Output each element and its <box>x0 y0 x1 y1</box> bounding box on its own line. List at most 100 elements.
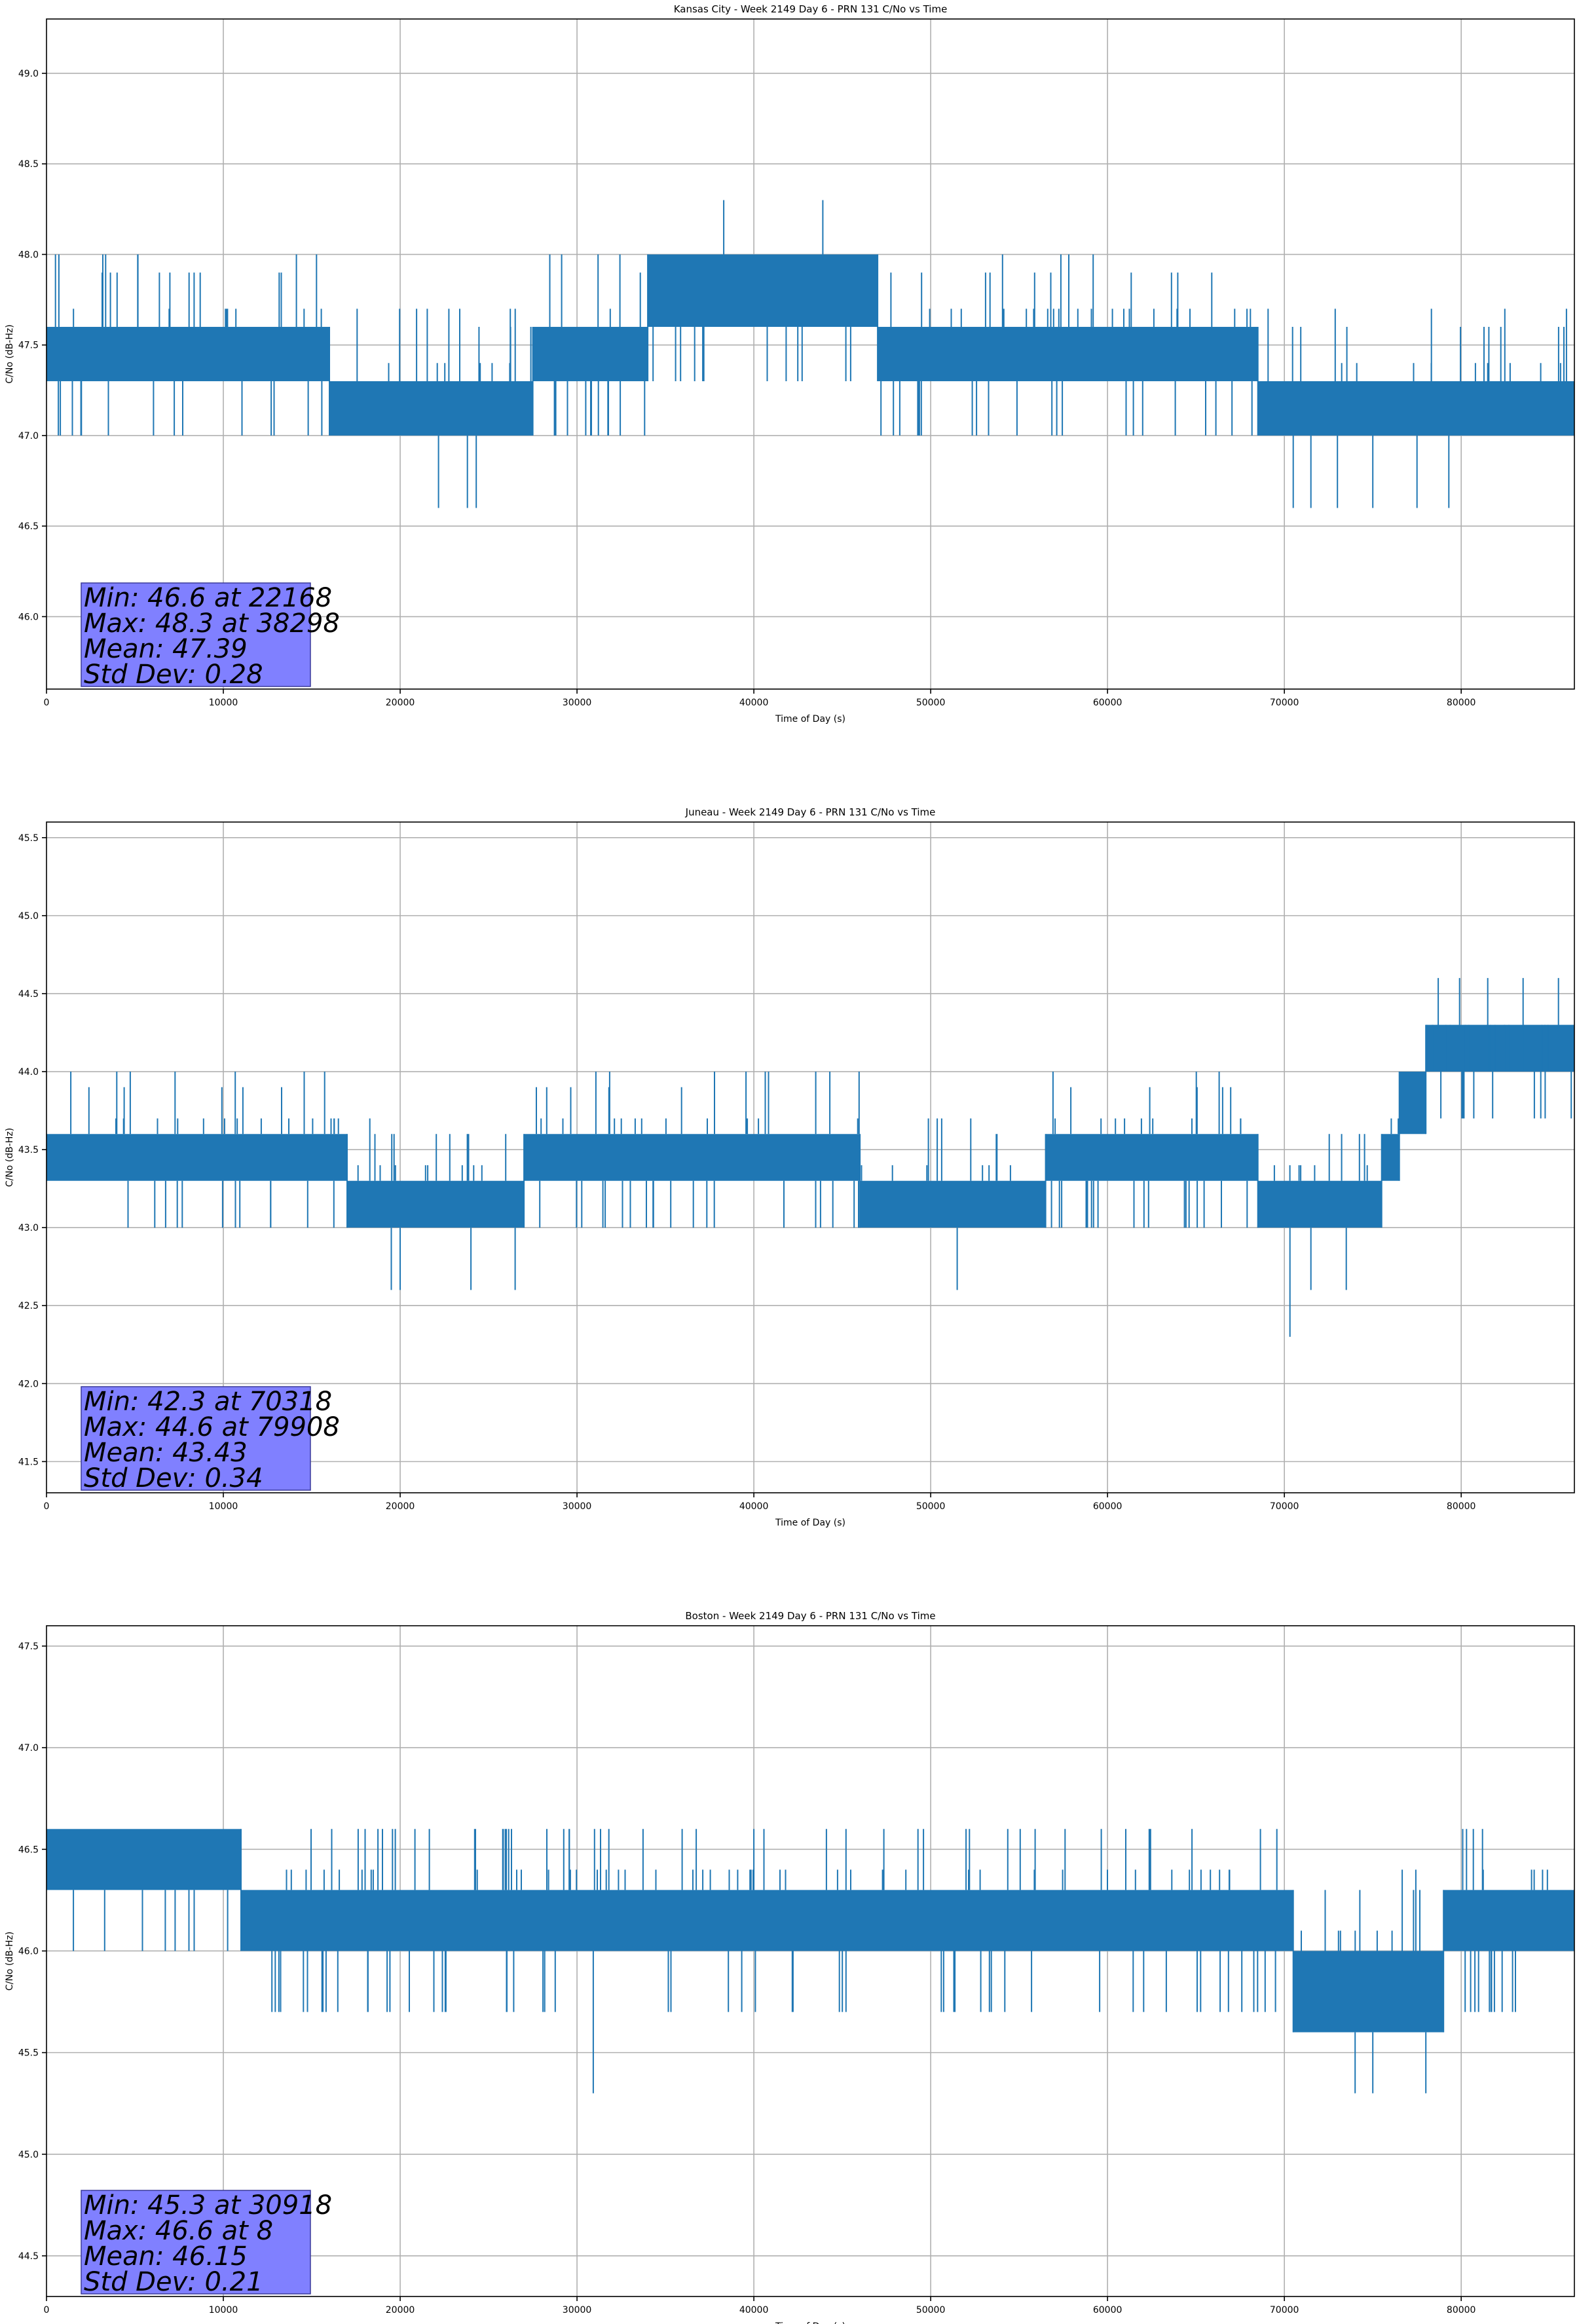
y-tick-label: 42.0 <box>18 1379 39 1389</box>
y-tick-label: 44.0 <box>18 1067 39 1078</box>
chart-panel-2: 0 10000 20000 30000 40000 50000 60000 70000 8000… <box>5 806 1575 1528</box>
series-band <box>46 1134 348 1181</box>
y-tick-label: 43.0 <box>18 1223 39 1233</box>
stats-std: Std Dev: 0.28 <box>84 660 263 690</box>
stats-std: Std Dev: 0.21 <box>84 2267 263 2297</box>
x-tick-label: 0 <box>44 1501 50 1512</box>
series-band <box>46 1829 242 1890</box>
x-tick-label: 30000 <box>563 1501 592 1512</box>
x-tick-label: 60000 <box>1093 2305 1122 2315</box>
stats-mean: Mean: 43.43 <box>84 1438 248 1468</box>
y-tick-label: 48.0 <box>18 250 39 260</box>
series-band <box>648 254 878 328</box>
y-tick-label: 41.5 <box>18 1457 39 1467</box>
y-axis-label: C/No (dB-Hz) <box>5 1932 15 1991</box>
y-tick-label: 43.5 <box>18 1145 39 1155</box>
x-axis-label: Time of Day (s) <box>775 1518 845 1528</box>
y-tick-label: 47.0 <box>18 1743 39 1753</box>
y-tick-label: 42.5 <box>18 1301 39 1311</box>
chart-panel-1: 0 10000 20000 30000 40000 50000 60000 70000 8000… <box>5 3 1575 724</box>
y-tick-label: 45.0 <box>18 2150 39 2160</box>
stats-min: Min: 46.6 at 22168 <box>84 583 332 613</box>
chart-title: Boston - Week 2149 Day 6 - PRN 131 C/No … <box>685 1610 935 1622</box>
y-tick-label: 44.5 <box>18 2251 39 2262</box>
series-band <box>329 381 533 436</box>
x-tick-label: 50000 <box>916 1501 946 1512</box>
x-tick-label: 30000 <box>563 698 592 708</box>
y-tick-label: 47.5 <box>18 341 39 351</box>
stats-max: Max: 48.3 at 38298 <box>84 609 340 639</box>
chart-title: Juneau - Week 2149 Day 6 - PRN 131 C/No … <box>685 806 936 818</box>
y-tick-label: 46.0 <box>18 1946 39 1957</box>
y-tick-label: 47.5 <box>18 1641 39 1652</box>
plot-frame <box>46 821 1575 1493</box>
x-tick-label: 40000 <box>739 698 769 708</box>
y-tick-label: 46.0 <box>18 612 39 622</box>
stats-mean: Mean: 46.15 <box>84 2241 248 2272</box>
x-tick-label: 70000 <box>1270 1501 1299 1512</box>
stats-box <box>81 2190 311 2295</box>
chart-panel-3: 0 10000 20000 30000 40000 50000 60000 70000 8000… <box>5 1610 1575 2324</box>
y-tick-label: 49.0 <box>18 69 39 79</box>
y-tick-label: 44.5 <box>18 989 39 1000</box>
stats-box <box>81 582 311 687</box>
data-series <box>46 978 1574 1337</box>
series-band <box>241 1890 1293 1951</box>
plot-frame <box>46 18 1575 690</box>
x-tick-label: 0 <box>44 698 50 708</box>
x-tick-label: 60000 <box>1093 1501 1122 1512</box>
x-axis-label: Time of Day (s) <box>775 2321 845 2324</box>
x-axis-label: Time of Day (s) <box>775 714 845 724</box>
stats-min: Min: 45.3 at 30918 <box>84 2190 332 2221</box>
stats-mean: Mean: 47.39 <box>84 634 248 664</box>
y-tick-label: 48.5 <box>18 159 39 170</box>
x-tick-label: 40000 <box>739 2305 769 2315</box>
stats-box <box>81 1386 311 1491</box>
series-band <box>46 327 330 381</box>
x-tick-label: 20000 <box>386 698 415 708</box>
data-series <box>46 1829 1574 2093</box>
plot-frame <box>46 1625 1575 2297</box>
series-band <box>1257 381 1574 436</box>
chart-title: Kansas City - Week 2149 Day 6 - PRN 131 … <box>674 3 948 15</box>
x-tick-label: 70000 <box>1270 2305 1299 2315</box>
series-band <box>1426 1024 1574 1072</box>
series-band <box>1257 1180 1382 1228</box>
x-tick-label: 20000 <box>386 1501 415 1512</box>
series-band <box>1381 1134 1400 1181</box>
series-band <box>1045 1134 1258 1181</box>
y-tick-label: 45.5 <box>18 833 39 844</box>
x-tick-label: 50000 <box>916 2305 946 2315</box>
stats-std: Std Dev: 0.34 <box>84 1463 263 1493</box>
series-band <box>860 1180 1046 1228</box>
series-band <box>524 1134 861 1181</box>
x-tick-label: 20000 <box>386 2305 415 2315</box>
y-tick-label: 46.5 <box>18 1845 39 1855</box>
x-tick-label: 40000 <box>739 1501 769 1512</box>
series-band <box>1443 1890 1574 1951</box>
x-tick-label: 80000 <box>1447 1501 1476 1512</box>
x-tick-label: 0 <box>44 2305 50 2315</box>
series-band <box>878 327 1258 381</box>
x-tick-label: 50000 <box>916 698 946 708</box>
y-tick-label: 45.5 <box>18 2048 39 2059</box>
y-tick-label: 46.5 <box>18 521 39 532</box>
y-tick-label: 45.0 <box>18 911 39 922</box>
x-tick-label: 60000 <box>1093 698 1122 708</box>
y-tick-label: 47.0 <box>18 431 39 441</box>
series-band <box>532 327 648 381</box>
x-tick-label: 80000 <box>1447 698 1476 708</box>
series-band <box>1293 1951 1444 2033</box>
x-tick-label: 10000 <box>209 1501 238 1512</box>
series-band <box>1399 1072 1426 1134</box>
stats-max: Max: 44.6 at 79908 <box>84 1412 340 1442</box>
x-tick-label: 30000 <box>563 2305 592 2315</box>
x-tick-label: 10000 <box>209 2305 238 2315</box>
series-band <box>347 1180 525 1228</box>
stats-min: Min: 42.3 at 70318 <box>84 1387 332 1417</box>
x-tick-label: 80000 <box>1447 2305 1476 2315</box>
x-tick-label: 10000 <box>209 698 238 708</box>
y-axis-label: C/No (dB-Hz) <box>5 324 15 383</box>
data-series <box>46 200 1574 508</box>
